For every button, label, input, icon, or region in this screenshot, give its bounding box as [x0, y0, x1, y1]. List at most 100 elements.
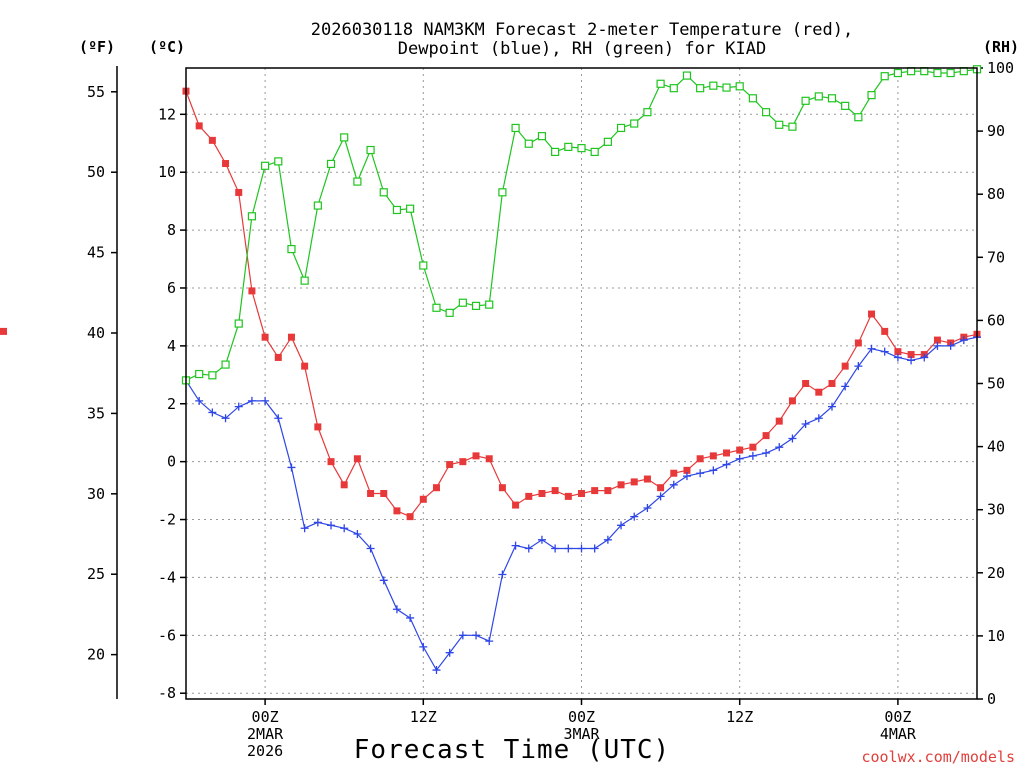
- point-rh: [656, 79, 665, 88]
- point-rh: [814, 92, 823, 101]
- point-dewpoint: [195, 396, 204, 405]
- point-dewpoint: [247, 396, 256, 405]
- y-tick-label-c: 0: [167, 453, 176, 471]
- point-temperature: [604, 487, 612, 495]
- point-dewpoint: [472, 631, 481, 640]
- point-temperature: [393, 507, 401, 515]
- series-rh: [181, 65, 982, 385]
- point-rh: [630, 119, 639, 128]
- point-rh: [643, 108, 652, 117]
- point-temperature: [446, 461, 454, 469]
- point-rh: [326, 159, 336, 169]
- point-rh: [313, 201, 322, 210]
- point-rh: [379, 188, 388, 197]
- point-temperature: [696, 455, 704, 463]
- point-temperature: [657, 484, 665, 492]
- series-layer: [0, 65, 982, 675]
- y-tick-label-f: 40: [87, 324, 105, 342]
- y-tick-label-f: 20: [87, 646, 105, 664]
- point-rh: [392, 205, 402, 215]
- point-temperature: [723, 449, 731, 457]
- x-axis-title: Forecast Time (UTC): [354, 735, 670, 765]
- point-temperature: [564, 492, 572, 500]
- point-rh: [458, 298, 467, 307]
- point-temperature: [538, 489, 546, 497]
- y-tick-label-f: 30: [87, 485, 105, 503]
- point-temperature: [498, 484, 506, 492]
- rh-unit-label: (RH): [983, 38, 1019, 56]
- point-temperature: [459, 458, 467, 466]
- point-rh: [735, 82, 744, 91]
- y-tick-label-c: 12: [158, 105, 176, 123]
- point-temperature: [419, 495, 427, 503]
- point-temperature: [512, 501, 520, 509]
- point-rh: [854, 113, 863, 122]
- y-tick-label-rh: 10: [987, 627, 1005, 645]
- point-temperature: [868, 310, 876, 318]
- point-rh: [406, 204, 415, 213]
- point-rh: [841, 101, 850, 110]
- point-rh: [551, 147, 560, 157]
- point-rh: [366, 145, 375, 155]
- point-temperature: [235, 188, 243, 196]
- point-temperature: [261, 333, 269, 341]
- point-dewpoint: [419, 642, 428, 651]
- point-rh: [261, 161, 270, 170]
- point-temperature: [353, 455, 361, 463]
- y-tick-label-f: 55: [87, 83, 105, 101]
- x-tick-label: 12Z: [726, 708, 753, 726]
- point-temperature: [0, 327, 7, 335]
- point-dewpoint: [617, 521, 626, 530]
- y-tick-label-c: -4: [158, 568, 176, 586]
- axes: -8 -6 -4 -2 0 2 4 6 8 10 12 20 25 30 35 40 45 50 55 0 10 20 30…: [87, 59, 1014, 760]
- point-rh: [340, 133, 349, 142]
- point-dewpoint: [788, 434, 797, 443]
- point-dewpoint: [656, 492, 665, 501]
- point-temperature: [472, 452, 480, 460]
- y-tick-label-rh: 0: [987, 690, 996, 708]
- point-rh: [577, 144, 586, 153]
- point-dewpoint: [669, 480, 678, 489]
- point-temperature: [670, 469, 678, 477]
- point-dewpoint: [208, 408, 217, 417]
- point-rh: [788, 122, 797, 131]
- point-temperature: [643, 475, 651, 483]
- y-tick-label-rh: 80: [987, 185, 1005, 203]
- point-dewpoint: [893, 353, 902, 362]
- y-tick-label-rh: 60: [987, 311, 1005, 329]
- point-dewpoint: [366, 544, 375, 553]
- y-tick-label-f: 25: [87, 565, 105, 583]
- point-dewpoint: [445, 648, 454, 657]
- point-rh: [880, 72, 889, 81]
- point-dewpoint: [814, 414, 823, 423]
- point-rh: [445, 308, 454, 317]
- point-dewpoint: [801, 420, 810, 429]
- point-dewpoint: [353, 530, 362, 539]
- point-dewpoint: [274, 414, 283, 423]
- point-rh: [471, 301, 481, 310]
- y-tick-label-c: -6: [158, 626, 176, 644]
- x-tick-label: 2026: [247, 742, 283, 760]
- point-temperature: [301, 362, 309, 370]
- y-tick-label-f: 35: [87, 404, 105, 422]
- point-dewpoint: [722, 460, 731, 469]
- point-rh: [946, 68, 955, 78]
- point-temperature: [841, 362, 849, 370]
- point-rh: [287, 244, 296, 254]
- point-dewpoint: [392, 605, 401, 614]
- point-temperature: [551, 487, 559, 495]
- point-temperature: [591, 487, 599, 495]
- point-temperature: [222, 160, 230, 168]
- grid-lines: [186, 68, 977, 699]
- point-rh: [827, 94, 837, 103]
- point-rh: [221, 360, 230, 369]
- point-dewpoint: [603, 535, 612, 544]
- x-tick-label: 00Z: [884, 708, 911, 726]
- point-temperature: [367, 489, 375, 497]
- point-dewpoint: [340, 524, 349, 533]
- y-tick-label-c: 4: [167, 337, 176, 355]
- point-rh: [195, 369, 204, 379]
- point-temperature: [617, 481, 625, 489]
- point-temperature: [788, 397, 796, 405]
- point-rh: [537, 132, 547, 141]
